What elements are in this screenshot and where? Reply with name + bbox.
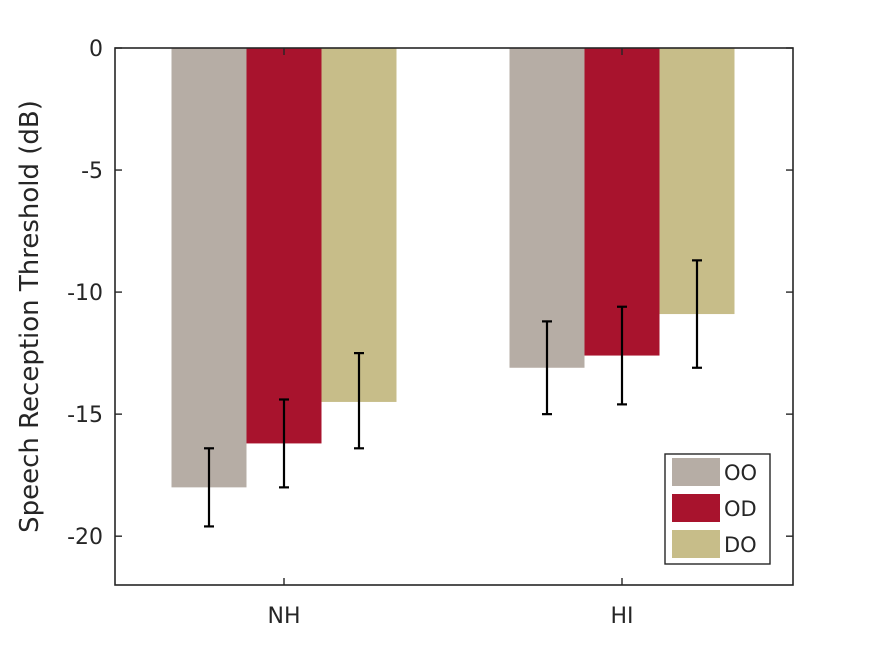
error-bar-do-hi	[692, 259, 702, 369]
bar-oo-nh	[171, 48, 247, 488]
y-axis-label: Speech Reception Threshold (dB)	[15, 100, 45, 533]
x-tick-label-nh: NH	[268, 604, 301, 629]
error-bar-oo-nh	[204, 447, 214, 528]
error-bars-group	[204, 259, 702, 528]
x-tick-label-hi: HI	[610, 604, 633, 629]
y-tick-label-2: -10	[67, 281, 103, 306]
bar-od-hi	[584, 48, 660, 356]
error-bar-do-nh	[354, 352, 364, 450]
bars-group	[171, 48, 735, 488]
error-bar-od-hi	[617, 305, 627, 406]
bar-oo-hi	[509, 48, 585, 368]
legend: OO OD DO	[664, 453, 771, 565]
legend-swatch-oo	[672, 458, 720, 486]
legend-swatch-od	[672, 494, 720, 522]
y-tick-label-4: -20	[67, 525, 103, 550]
x-tick-labels: NH HI	[268, 604, 634, 629]
plot-area-frame	[114, 47, 794, 586]
legend-swatch-do	[672, 530, 720, 558]
bar-od-nh	[246, 48, 322, 444]
ticks-group	[115, 47, 793, 585]
bar-do-nh	[321, 48, 397, 402]
error-bar-od-nh	[279, 398, 289, 489]
y-tick-label-1: -5	[81, 159, 103, 184]
y-tick-label-0: 0	[89, 37, 103, 62]
y-tick-label-3: -15	[67, 403, 103, 428]
y-tick-labels: 0 -5 -10 -15 -20	[67, 37, 103, 550]
legend-label-do: DO	[724, 533, 757, 557]
legend-label-oo: OO	[724, 461, 757, 485]
legend-label-od: OD	[724, 497, 757, 521]
error-bar-oo-hi	[542, 320, 552, 416]
